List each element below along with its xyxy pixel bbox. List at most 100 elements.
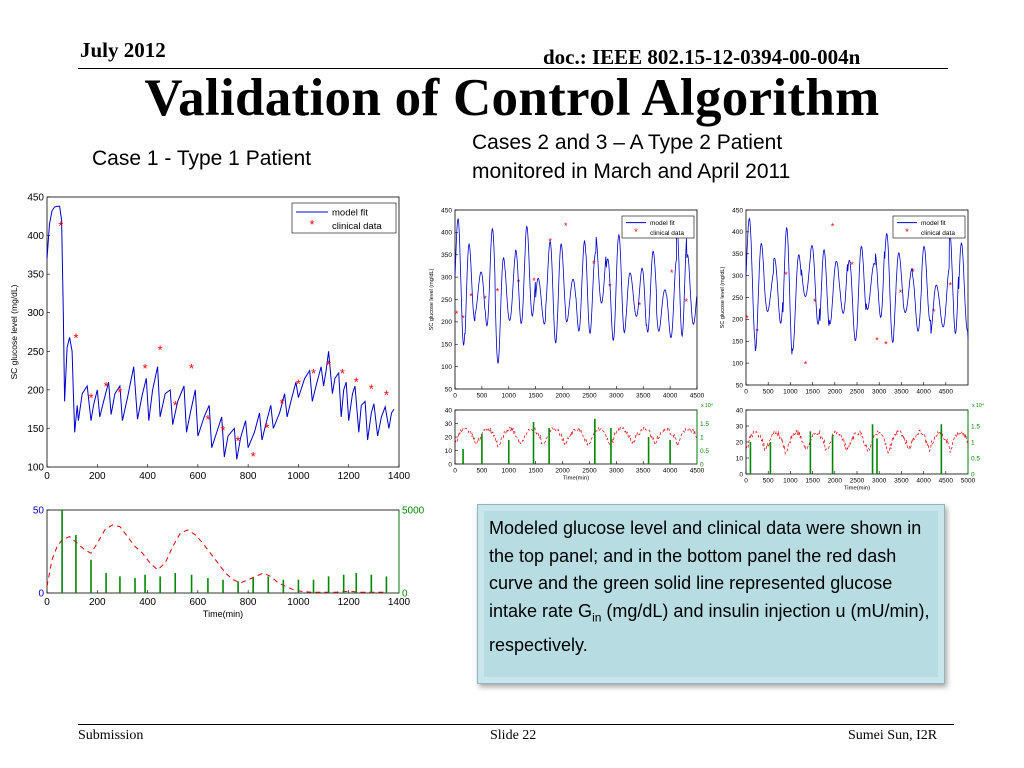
case1-top-clinical-point: * [311, 366, 316, 381]
case1-top-ytick-label: 100 [27, 463, 44, 474]
case1-top-clinical-point: * [354, 374, 359, 389]
case1-top-ytick-label: 200 [27, 385, 44, 396]
case1-bottom-xtick-label: 400 [139, 597, 156, 608]
caption-subscript: in [592, 610, 602, 625]
case1-top-clinical-point: * [158, 343, 163, 358]
case2-bottom-xtick-label: 2000 [555, 468, 570, 475]
case2-bottom-xtick-label: 500 [476, 468, 487, 475]
case1-bottom-ytick-label: 50 [33, 506, 45, 517]
case2-top-clinical-point: * [469, 291, 473, 301]
case2-top-ytick-label: 350 [441, 252, 452, 259]
case2-bottom-xtick-label: 0 [453, 468, 457, 475]
case2-top-legend-clinical-swatch: * [634, 227, 638, 238]
caption-text-part1: Modeled glucose level and clinical data … [489, 518, 922, 621]
case2-top-clinical-point: * [670, 268, 674, 278]
case2-bottom-ytick-label: 0 [448, 461, 452, 468]
case1-top-clinical-point: * [189, 361, 194, 376]
case3-bottom-ytick-label: 20 [736, 439, 744, 446]
case2-bottom-xtick-label: 1000 [502, 468, 517, 475]
footer-slide-number: Slide 22 [490, 728, 537, 743]
case3-top-ytick-label: 250 [732, 295, 743, 302]
case3-bottom-ytick-label: 10 [736, 455, 744, 462]
case2-bottom-ytick-label: 10 [445, 448, 453, 455]
footer-author: Sumei Sun, I2R [848, 728, 938, 743]
slide-title: Validation of Control Algorithm [144, 69, 880, 127]
case1-top-legend-clinical-label: clinical data [332, 221, 382, 232]
case1-top-clinical-point: * [251, 449, 256, 464]
case2-top-clinical-point: * [638, 301, 642, 311]
case1-top-clinical-point: * [296, 377, 301, 392]
case1-bottom-intake-curve [46, 524, 387, 593]
case2-top-clinical-point: * [684, 297, 688, 307]
case2-top-xtick-label: 4000 [663, 393, 678, 400]
case3-bottom-xtick-label: 2000 [828, 478, 843, 485]
case1-bottom-ytick-label: 0 [38, 589, 44, 600]
case3-top-legend-clinical-label: clinical data [921, 230, 955, 237]
caption-box: Modeled glucose level and clinical data … [477, 504, 945, 684]
case2-top-xtick-label: 4500 [690, 393, 705, 400]
case2-top-xtick-label: 2000 [555, 393, 570, 400]
header-divider [78, 68, 948, 69]
case1-bottom-xtick-label: 0 [44, 597, 50, 608]
case3-top-ytick-label: 300 [732, 273, 743, 280]
case3-top-clinical-point: * [850, 260, 854, 270]
case3-bottom-xtick-label: 1000 [783, 478, 798, 485]
case2-bottom-ytick-label: 40 [445, 407, 453, 414]
case1-top-clinical-point: * [220, 423, 225, 438]
footer-submission: Submission [78, 728, 144, 743]
case1-top-ytick-label: 150 [27, 424, 44, 435]
case1-top-frame [46, 196, 400, 468]
case2-bottom-ytick-label: 20 [445, 434, 453, 441]
case3-top-clinical-point: * [831, 222, 835, 232]
case3-top-xtick-label: 0 [744, 389, 748, 396]
case2-top-ytick-label: 150 [441, 342, 452, 349]
case1-top-xtick-label: 0 [44, 471, 50, 482]
case1-top-xtick-label: 1400 [388, 471, 411, 482]
case3-top-clinical-point: * [804, 359, 808, 369]
case1-top-legend-box [291, 202, 397, 234]
case3-top-xtick-label: 3000 [872, 389, 887, 396]
case23-label-line1: Cases 2 and 3 – A Type 2 Patient [472, 131, 783, 154]
case1-top-clinical-point: * [205, 412, 210, 427]
case1-bottom-xtick-label: 200 [89, 597, 106, 608]
case3-top-model-curve [745, 217, 969, 355]
case1-top-xtick-label: 800 [240, 471, 257, 482]
case3-top-clinical-point: * [875, 335, 879, 345]
case2-top-ytick-label: 450 [441, 207, 452, 214]
case1-top-clinical-point: * [173, 398, 178, 413]
case3-top-clinical-point: * [755, 327, 759, 337]
case1-top-clinical-point: * [236, 434, 241, 449]
case3-bottom-y2tick-label: 0.5 [971, 455, 980, 462]
case1-top-ytick-label: 250 [27, 347, 44, 358]
case2-top-ytick-label: 200 [441, 319, 452, 326]
case1-bottom-xtick-label: 1000 [287, 597, 310, 608]
case3-top-xtick-label: 1000 [783, 389, 798, 396]
case2-top-legend-clinical-label: clinical data [650, 230, 684, 237]
case2-top-xtick-label: 3500 [636, 393, 651, 400]
case2-top-clinical-point: * [564, 221, 568, 231]
case1-top-clinical-point: * [340, 366, 345, 381]
case2-bottom-xtick-label: 3000 [609, 468, 624, 475]
case3-top-ylabel: SC glucose level (mg/dL) [720, 267, 726, 329]
case3-bottom-y2tick-label: 0 [971, 471, 975, 478]
case3-bottom-xtick-label: 5000 [961, 478, 976, 485]
case1-top-legend-clinical-swatch: * [310, 218, 315, 232]
case2-bottom-ytick-label: 30 [445, 421, 453, 428]
case3-top-ytick-label: 350 [732, 251, 743, 258]
case3-top-legend-clinical-swatch: * [905, 227, 909, 238]
case3-bottom-frame [745, 409, 969, 475]
case1-top-clinical-point: * [264, 421, 269, 436]
case2-top-xtick-label: 2500 [582, 393, 597, 400]
case1-bottom-xtick-label: 800 [240, 597, 257, 608]
case1-top-clinical-point: * [143, 361, 148, 376]
case3-top-clinical-point: * [899, 288, 903, 298]
case2-top-clinical-point: * [483, 294, 487, 304]
case3-bottom-intake-curve [745, 429, 969, 455]
case3-top-clinical-point: * [948, 281, 952, 291]
case1-top-xtick-label: 1200 [338, 471, 361, 482]
case3-bottom-y2tick-label: 1.5 [971, 423, 980, 430]
case3-top-ytick-label: 50 [736, 382, 744, 389]
case1-top-xtick-label: 400 [139, 471, 156, 482]
case1-bottom-xtick-label: 600 [190, 597, 207, 608]
case3-bottom-y2-exponent: x 10⁴ [972, 403, 984, 409]
